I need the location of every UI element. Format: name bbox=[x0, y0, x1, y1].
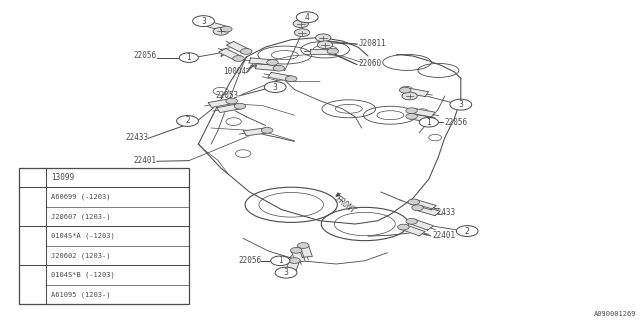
Circle shape bbox=[291, 247, 302, 253]
Text: 22053: 22053 bbox=[216, 91, 239, 100]
Text: 22060: 22060 bbox=[358, 60, 381, 68]
Circle shape bbox=[412, 205, 423, 211]
Polygon shape bbox=[403, 88, 429, 97]
Text: 0104S*B (-1203): 0104S*B (-1203) bbox=[51, 272, 115, 278]
Circle shape bbox=[233, 56, 244, 61]
Polygon shape bbox=[415, 205, 440, 216]
Bar bbox=[19, 168, 189, 304]
Polygon shape bbox=[401, 225, 425, 236]
Polygon shape bbox=[216, 104, 242, 113]
Text: 3: 3 bbox=[201, 17, 206, 26]
Text: A090001269: A090001269 bbox=[595, 311, 637, 317]
Circle shape bbox=[285, 76, 297, 82]
Text: J20602 (1203-): J20602 (1203-) bbox=[51, 252, 111, 259]
Text: 1: 1 bbox=[186, 53, 191, 62]
Circle shape bbox=[24, 242, 41, 250]
Circle shape bbox=[294, 29, 310, 36]
Text: J20607 (1203-): J20607 (1203-) bbox=[51, 213, 111, 220]
Text: 3: 3 bbox=[273, 83, 278, 92]
Circle shape bbox=[399, 87, 411, 93]
Circle shape bbox=[234, 103, 246, 109]
Text: A60699 (-1203): A60699 (-1203) bbox=[51, 194, 111, 200]
Text: 4: 4 bbox=[30, 280, 35, 289]
Text: FRONT: FRONT bbox=[333, 194, 358, 215]
Circle shape bbox=[408, 199, 419, 205]
Text: 0104S*A (-1203): 0104S*A (-1203) bbox=[51, 233, 115, 239]
Circle shape bbox=[419, 117, 438, 127]
Circle shape bbox=[179, 53, 198, 62]
Circle shape bbox=[298, 243, 309, 248]
Circle shape bbox=[213, 28, 228, 35]
Text: A61095 (1203-): A61095 (1203-) bbox=[51, 291, 111, 298]
Text: 2: 2 bbox=[185, 116, 190, 125]
Polygon shape bbox=[410, 114, 435, 123]
Circle shape bbox=[296, 12, 318, 23]
Polygon shape bbox=[409, 219, 433, 230]
Text: 22433: 22433 bbox=[125, 133, 148, 142]
Text: 22401: 22401 bbox=[134, 156, 157, 165]
Text: 3: 3 bbox=[284, 268, 289, 277]
Text: 10004: 10004 bbox=[223, 68, 246, 76]
Polygon shape bbox=[249, 58, 273, 65]
Circle shape bbox=[456, 226, 478, 236]
Text: 22056: 22056 bbox=[445, 118, 468, 127]
Circle shape bbox=[273, 65, 285, 71]
Circle shape bbox=[293, 20, 308, 28]
Polygon shape bbox=[244, 128, 268, 136]
Polygon shape bbox=[219, 49, 242, 60]
Text: 1: 1 bbox=[426, 118, 431, 127]
Polygon shape bbox=[310, 49, 333, 54]
Circle shape bbox=[402, 92, 417, 100]
Text: 2: 2 bbox=[30, 202, 35, 211]
Circle shape bbox=[193, 16, 214, 27]
Circle shape bbox=[327, 48, 339, 54]
Circle shape bbox=[317, 41, 333, 49]
Circle shape bbox=[267, 60, 278, 65]
Text: 2: 2 bbox=[465, 227, 470, 236]
Polygon shape bbox=[204, 21, 229, 31]
Text: 22433: 22433 bbox=[432, 208, 455, 217]
Circle shape bbox=[177, 116, 198, 126]
Text: 13099: 13099 bbox=[51, 173, 74, 182]
Circle shape bbox=[24, 203, 41, 211]
Circle shape bbox=[275, 267, 297, 278]
Circle shape bbox=[397, 224, 409, 230]
Circle shape bbox=[406, 219, 417, 224]
Circle shape bbox=[289, 258, 300, 263]
Polygon shape bbox=[255, 64, 280, 71]
Circle shape bbox=[24, 173, 41, 182]
Text: 22056: 22056 bbox=[238, 256, 261, 265]
Polygon shape bbox=[285, 260, 300, 272]
Polygon shape bbox=[291, 250, 305, 262]
Polygon shape bbox=[410, 108, 435, 117]
Polygon shape bbox=[298, 245, 312, 257]
Circle shape bbox=[221, 26, 232, 32]
Circle shape bbox=[226, 98, 237, 104]
Circle shape bbox=[316, 34, 331, 42]
Polygon shape bbox=[411, 200, 436, 210]
Text: J20811: J20811 bbox=[358, 39, 386, 48]
Circle shape bbox=[24, 280, 41, 289]
Text: 4: 4 bbox=[305, 13, 310, 22]
Circle shape bbox=[241, 49, 252, 54]
Text: 22056: 22056 bbox=[134, 51, 157, 60]
Circle shape bbox=[271, 256, 290, 266]
Text: 1: 1 bbox=[30, 173, 35, 182]
Circle shape bbox=[264, 82, 286, 92]
Circle shape bbox=[450, 99, 472, 110]
Text: 1: 1 bbox=[278, 256, 283, 265]
Text: 22401: 22401 bbox=[432, 231, 455, 240]
Text: 3: 3 bbox=[30, 241, 35, 250]
Circle shape bbox=[406, 114, 417, 119]
Polygon shape bbox=[268, 72, 293, 81]
Circle shape bbox=[406, 108, 417, 114]
Polygon shape bbox=[227, 42, 250, 53]
Circle shape bbox=[261, 127, 273, 133]
Text: 3: 3 bbox=[458, 100, 463, 109]
Polygon shape bbox=[208, 99, 234, 108]
